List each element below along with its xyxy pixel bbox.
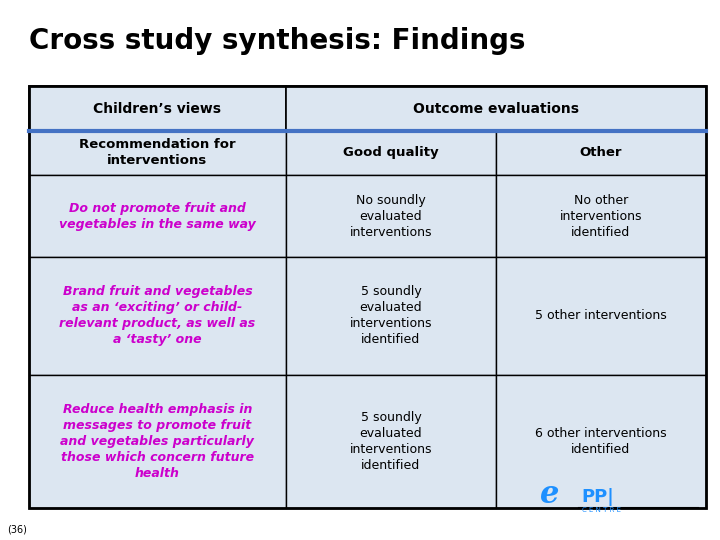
Text: PP|: PP|	[582, 488, 614, 506]
Text: Outcome evaluations: Outcome evaluations	[413, 102, 579, 116]
FancyBboxPatch shape	[496, 175, 706, 257]
FancyBboxPatch shape	[286, 86, 706, 131]
Text: 6 other interventions
identified: 6 other interventions identified	[535, 427, 667, 456]
FancyBboxPatch shape	[286, 375, 496, 508]
FancyBboxPatch shape	[29, 131, 286, 175]
FancyBboxPatch shape	[496, 131, 706, 175]
FancyBboxPatch shape	[29, 375, 286, 508]
FancyBboxPatch shape	[286, 131, 496, 175]
Text: Reduce health emphasis in
messages to promote fruit
and vegetables particularly
: Reduce health emphasis in messages to pr…	[60, 403, 254, 480]
Text: Recommendation for
interventions: Recommendation for interventions	[79, 138, 235, 167]
Text: Brand fruit and vegetables
as an ‘exciting’ or child-
relevant product, as well : Brand fruit and vegetables as an ‘exciti…	[59, 285, 256, 346]
Text: (36): (36)	[7, 524, 27, 535]
FancyBboxPatch shape	[29, 257, 286, 375]
FancyBboxPatch shape	[29, 86, 286, 131]
Text: Other: Other	[580, 146, 622, 159]
Text: No other
interventions
identified: No other interventions identified	[559, 193, 642, 239]
Text: C E N T R E: C E N T R E	[582, 507, 621, 513]
Text: No soundly
evaluated
interventions: No soundly evaluated interventions	[350, 193, 432, 239]
FancyBboxPatch shape	[29, 175, 286, 257]
Text: 5 soundly
evaluated
interventions
identified: 5 soundly evaluated interventions identi…	[350, 410, 432, 471]
Text: 5 soundly
evaluated
interventions
identified: 5 soundly evaluated interventions identi…	[350, 285, 432, 346]
Text: Cross study synthesis: Findings: Cross study synthesis: Findings	[29, 27, 526, 55]
Text: Good quality: Good quality	[343, 146, 438, 159]
Text: e: e	[540, 480, 559, 510]
Text: Children’s views: Children’s views	[94, 102, 221, 116]
FancyBboxPatch shape	[496, 375, 706, 508]
FancyBboxPatch shape	[286, 257, 496, 375]
Text: Do not promote fruit and
vegetables in the same way: Do not promote fruit and vegetables in t…	[59, 201, 256, 231]
FancyBboxPatch shape	[496, 257, 706, 375]
Text: 5 other interventions: 5 other interventions	[535, 309, 667, 322]
FancyBboxPatch shape	[286, 175, 496, 257]
